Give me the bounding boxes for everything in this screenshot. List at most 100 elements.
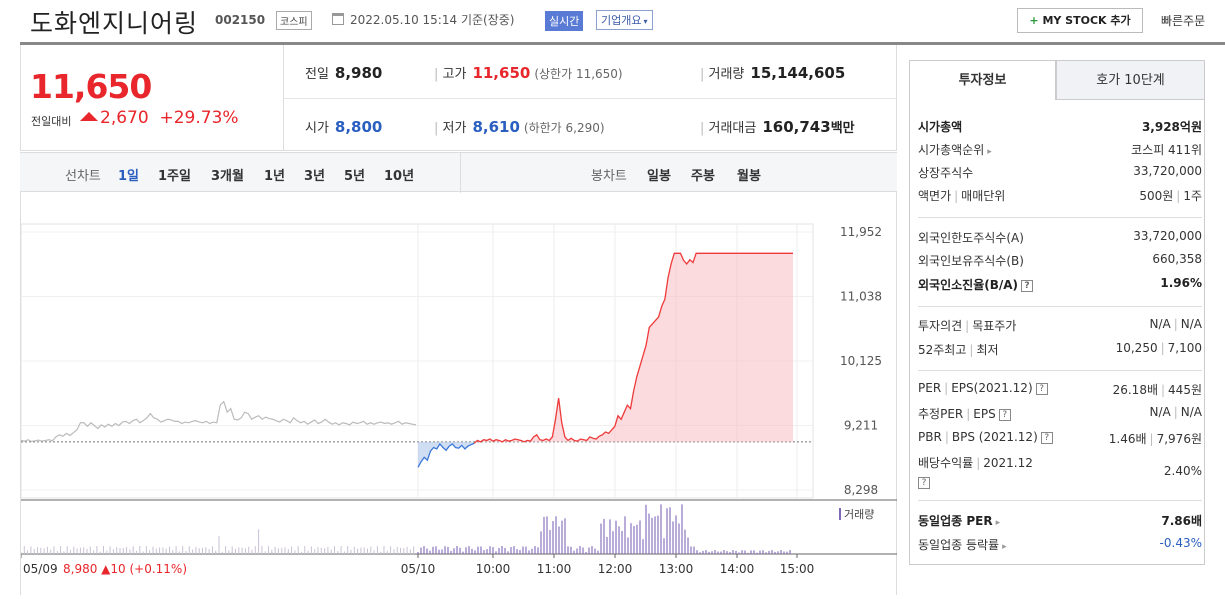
foreign-ratio-label: 외국인소진율(B/A) [918, 278, 1019, 292]
amount-value: 160,743 [762, 118, 831, 136]
period-tab-3m[interactable]: 3개월 [211, 169, 244, 184]
chevron-right-icon: ▸ [987, 147, 992, 157]
candle-tab-weekly[interactable]: 주봉 [691, 169, 715, 184]
volume-label: 거래량 [708, 67, 745, 82]
price-chart-area[interactable]: 11,952 11,038 10,125 9,211 8,298 05/10 10:00 11… [20, 192, 897, 595]
add-mystock-button[interactable]: + MY STOCK 추가 [1017, 8, 1143, 33]
dividend-period: 2021.12 [983, 456, 1033, 470]
company-info-dropdown[interactable]: 기업개요 ▾ [596, 10, 653, 30]
info-tabs: 투자정보 호가 10단계 [909, 60, 1205, 100]
industry-per-row[interactable]: 동일업종 PER ▸ 7.86배 [918, 512, 1202, 532]
datetime-text: 2022.05.10 15:14 기준(장중) [350, 11, 514, 28]
x-tick-label: 14:00 [720, 562, 755, 576]
high-value: 11,650 [472, 64, 531, 82]
x-tick-label: 11:00 [537, 562, 572, 576]
current-price: 11,650 [30, 67, 152, 106]
market-cap-row: 시가총액 3,928억원 [918, 118, 1202, 138]
period-tab-10y[interactable]: 10년 [384, 169, 415, 184]
market-cap-value: 3,928억원 [1141, 120, 1202, 134]
x-tick-label: 10:00 [476, 562, 511, 576]
per-label: PER [918, 381, 942, 395]
stat-separator: | [434, 121, 443, 136]
change-value: 2,670 [100, 108, 149, 128]
market-badge: 코스피 [276, 11, 312, 30]
high-price: | 고가 11,650 (상한가 11,650) [434, 63, 623, 82]
volume-legend-label: 거래량 [844, 508, 874, 521]
dividend-row: 배당수익률 | 2021.12? 2.40% [918, 456, 1202, 489]
face-value-row: 액면가 | 매매단위 500원 | 1주 [918, 189, 1202, 203]
section-divider [918, 306, 1202, 307]
datetime-value: 2022.05.10 15:14 [350, 13, 458, 27]
quick-order-link[interactable]: 빠른주문 [1161, 14, 1206, 28]
foreign-limit-value: 33,720,000 [1133, 229, 1202, 243]
up-arrow-icon [80, 112, 98, 121]
face-value-label: 액면가 [918, 189, 952, 203]
candle-tab-monthly[interactable]: 월봉 [737, 169, 761, 184]
tab-orderbook[interactable]: 호가 10단계 [1056, 60, 1205, 100]
company-name: 도화엔지니어링 [30, 9, 199, 38]
help-icon[interactable]: ? [918, 477, 930, 489]
mystock-label: MY STOCK 추가 [1042, 14, 1131, 27]
bps-label: BPS (2021.12) [951, 430, 1038, 444]
candle-tab-daily[interactable]: 일봉 [647, 169, 671, 184]
market-cap-rank-row[interactable]: 시가총액순위 ▸ 코스피 411위 [918, 141, 1202, 161]
industry-change-label: 동일업종 등락률 [918, 538, 1000, 552]
price-summary-box [20, 45, 897, 151]
low-label: 저가 [442, 121, 467, 136]
help-icon[interactable]: ? [1040, 432, 1053, 444]
period-tab-1y[interactable]: 1년 [264, 169, 286, 184]
per-value: 26.18배 [1112, 383, 1158, 397]
period-tab-5y[interactable]: 5년 [344, 169, 366, 184]
chevron-right-icon: ▸ [1002, 542, 1007, 552]
market-cap-label: 시가총액 [918, 120, 963, 134]
upper-limit: (상한가 11,650) [534, 67, 623, 81]
x-tick-label: 15:00 [780, 562, 815, 576]
section-divider [918, 500, 1202, 501]
dropdown-arrow-icon: ▾ [643, 17, 648, 26]
prev-close: 전일 8,980 [305, 63, 382, 82]
open-price: 시가 8,800 [305, 117, 382, 136]
x-tick-label: 12:00 [598, 562, 633, 576]
eps-label: EPS(2021.12) [951, 381, 1033, 395]
industry-change-row[interactable]: 동일업종 등락률 ▸ -0.43% [918, 536, 1202, 556]
market-cap-rank-label: 시가총액순위 [918, 143, 985, 157]
today-line-up [473, 252, 793, 444]
help-icon[interactable]: ? [1021, 280, 1034, 292]
section-divider [918, 370, 1202, 371]
trade-unit-label: 매매단위 [961, 189, 1006, 203]
est-eps-value: N/A [1180, 405, 1202, 419]
period-tab-1d[interactable]: 1일 [118, 169, 140, 184]
market-cap-rank-value: 코스피 411위 [1131, 143, 1202, 157]
foreign-hold-label: 외국인보유주식수(B) [918, 254, 1024, 268]
foreign-limit-label: 외국인한도주식수(A) [918, 231, 1024, 245]
tab-invest-info[interactable]: 투자정보 [909, 60, 1056, 100]
chevron-right-icon: ▸ [995, 518, 1001, 528]
y-tick-label: 9,211 [844, 419, 878, 433]
basis-label: 기준(장중) [460, 13, 515, 27]
help-icon[interactable]: ? [1035, 383, 1048, 395]
volume: | 거래량 15,144,605 [700, 63, 845, 82]
candle-chart-label: 봉차트 [591, 169, 627, 184]
open-value: 8,800 [334, 118, 383, 136]
realtime-badge[interactable]: 실시간 [545, 11, 584, 31]
price-change: 2,670 +29.73% [80, 108, 239, 128]
rise-area-fill [477, 253, 793, 442]
y-tick-label: 11,952 [840, 225, 882, 239]
target-value: N/A [1180, 317, 1202, 331]
price-chart-svg: 11,952 11,038 10,125 9,211 8,298 05/10 10:00 11… [20, 223, 897, 576]
eps-value: 445원 [1168, 383, 1202, 397]
est-per-label: 추정PER [918, 407, 964, 421]
prev-label: 전일 [305, 67, 329, 82]
industry-per-value: 7.86배 [1161, 514, 1202, 528]
opinion-row: 투자의견 | 목표주가 N/A | N/A [918, 317, 1202, 333]
per-row: PER | EPS(2021.12)? 26.18배 | 445원 [918, 381, 1202, 397]
w52-low-value: 7,100 [1167, 341, 1202, 355]
period-tab-3y[interactable]: 3년 [304, 169, 326, 184]
today-line-down [417, 442, 475, 468]
period-tab-1w[interactable]: 1주일 [158, 169, 191, 184]
x-tick-label: 05/10 [401, 562, 436, 576]
company-info-label: 기업개요 [601, 14, 642, 27]
prev-value: 8,980 [334, 64, 383, 82]
help-icon[interactable]: ? [998, 409, 1011, 421]
section-divider [918, 217, 1202, 218]
